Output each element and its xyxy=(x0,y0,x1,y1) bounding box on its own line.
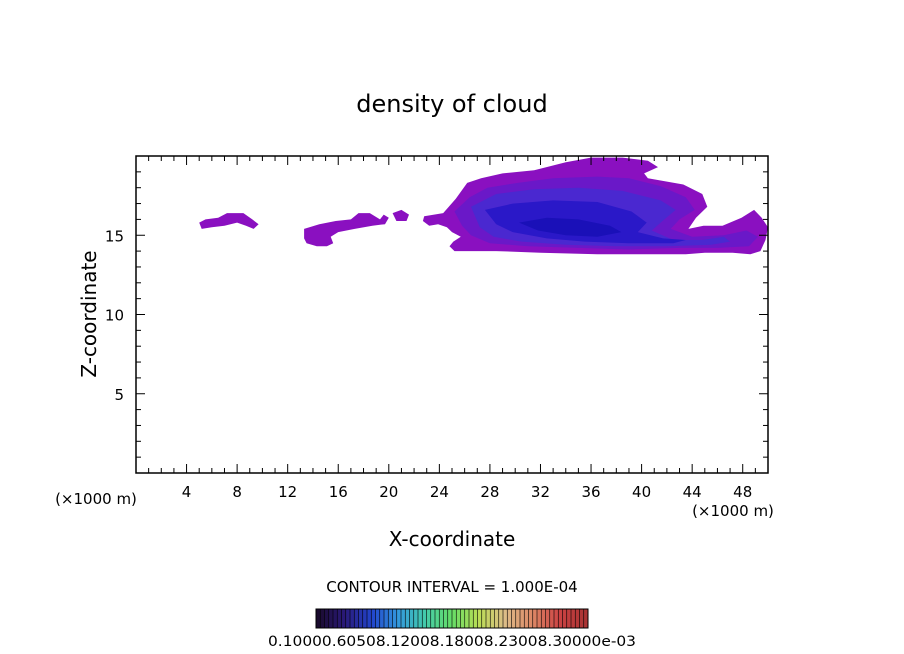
colorbar-segment xyxy=(447,609,452,628)
colorbar-segment xyxy=(469,609,474,628)
colorbar-labels: 0.10000.60508.12008.18008.23008.30000e-0… xyxy=(268,634,636,650)
x-unit-left-label: (×1000 m) xyxy=(55,490,137,508)
colorbar-segment xyxy=(396,609,401,628)
colorbar-segment xyxy=(562,609,567,628)
colorbar-segment xyxy=(337,609,342,628)
colorbar-segment xyxy=(388,609,393,628)
colorbar-segment xyxy=(439,609,444,628)
x-axis-label: X-coordinate xyxy=(389,527,516,551)
colorbar-segment xyxy=(392,609,397,628)
colorbar-segment xyxy=(452,609,457,628)
x-tick-label: 16 xyxy=(329,483,348,501)
colorbar-segment xyxy=(464,609,469,628)
colorbar-segment xyxy=(460,609,465,628)
x-tick-label: 44 xyxy=(683,483,702,501)
colorbar-segment xyxy=(405,609,410,628)
colorbar-segment xyxy=(350,609,355,628)
colorbar-segment xyxy=(418,609,423,628)
colorbar-segment xyxy=(554,609,559,628)
x-tick-label: 20 xyxy=(379,483,398,501)
colorbar-segment xyxy=(430,609,435,628)
colorbar-segment xyxy=(345,609,350,628)
colorbar-segment xyxy=(575,609,580,628)
y-axis-label: Z-coordinate xyxy=(77,250,101,377)
x-tick-label: 24 xyxy=(430,483,449,501)
colorbar-segment xyxy=(545,609,550,628)
colorbar-segment xyxy=(320,609,325,628)
x-tick-labels: 4 8 12 16 20 24 28 32 36 40 44 48 xyxy=(182,483,752,501)
colorbar-segment xyxy=(409,609,414,628)
colorbar-segment xyxy=(333,609,338,628)
colorbar-segment xyxy=(490,609,495,628)
colorbar-segment xyxy=(498,609,503,628)
colorbar-segment xyxy=(401,609,406,628)
y-tick-label: 15 xyxy=(105,227,124,245)
x-tick-label: 4 xyxy=(182,483,192,501)
colorbar-segment xyxy=(367,609,372,628)
colorbar-segment xyxy=(354,609,359,628)
colorbar-segment xyxy=(494,609,499,628)
colorbar-segment xyxy=(328,609,333,628)
x-tick-label: 36 xyxy=(581,483,600,501)
x-tick-label: 12 xyxy=(278,483,297,501)
x-tick-label: 28 xyxy=(480,483,499,501)
contour-interval-text: CONTOUR INTERVAL = 1.000E-04 xyxy=(326,578,577,596)
contour-region-outer xyxy=(304,213,389,247)
x-tick-label: 32 xyxy=(531,483,550,501)
colorbar-segment xyxy=(371,609,376,628)
colorbar-segment xyxy=(443,609,448,628)
colorbar-segment xyxy=(341,609,346,628)
x-tick-label: 40 xyxy=(632,483,651,501)
chart-title: density of cloud xyxy=(356,90,547,118)
y-tick-label: 10 xyxy=(105,307,124,325)
colorbar-segment xyxy=(456,609,461,628)
colorbar xyxy=(315,609,588,628)
colorbar-segment xyxy=(503,609,508,628)
colorbar-segment xyxy=(358,609,363,628)
colorbar-frame xyxy=(315,608,589,629)
x-unit-right-label: (×1000 m) xyxy=(692,502,774,520)
colorbar-segment xyxy=(435,609,440,628)
colorbar-segment xyxy=(316,609,321,628)
colorbar-segment xyxy=(486,609,491,628)
colorbar-segment xyxy=(571,609,576,628)
colorbar-segment xyxy=(481,609,486,628)
colorbar-segment xyxy=(413,609,418,628)
colorbar-segment xyxy=(532,609,537,628)
colorbar-segment xyxy=(324,609,329,628)
contour-region-deep xyxy=(519,217,622,237)
colorbar-segment xyxy=(515,609,520,628)
colorbar-segment xyxy=(558,609,563,628)
colorbar-segment xyxy=(473,609,478,628)
colorbar-segment xyxy=(520,609,525,628)
colorbar-segment xyxy=(528,609,533,628)
colorbar-segment xyxy=(507,609,512,628)
contour-region-outer xyxy=(199,213,259,229)
colorbar-segment xyxy=(541,609,546,628)
contour-region-outer xyxy=(392,209,409,221)
colorbar-segment xyxy=(524,609,529,628)
colorbar-segment xyxy=(422,609,427,628)
colorbar-segment xyxy=(549,609,554,628)
colorbar-segment xyxy=(379,609,384,628)
y-tick-label: 5 xyxy=(114,386,124,404)
colorbar-segment xyxy=(511,609,516,628)
colorbar-segment xyxy=(537,609,542,628)
contour-fills xyxy=(199,157,768,255)
y-tick-labels: 5 10 15 xyxy=(105,227,124,404)
colorbar-segment xyxy=(384,609,389,628)
colorbar-segment xyxy=(579,609,584,628)
x-tick-label: 8 xyxy=(232,483,242,501)
colorbar-segment xyxy=(426,609,431,628)
axis-ticks xyxy=(136,156,768,473)
colorbar-segment xyxy=(375,609,380,628)
colorbar-segment xyxy=(477,609,482,628)
colorbar-segment xyxy=(583,609,588,628)
x-tick-label: 48 xyxy=(733,483,752,501)
colorbar-segment xyxy=(362,609,367,628)
colorbar-segment xyxy=(566,609,571,628)
